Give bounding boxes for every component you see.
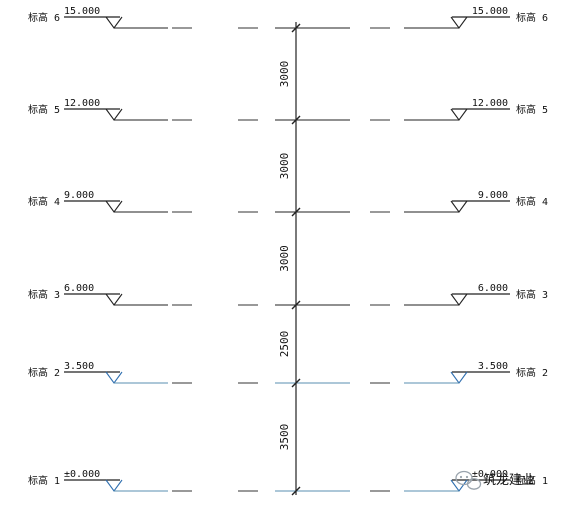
level-name-left: 标高 2 xyxy=(28,366,60,379)
elevation-label-right: 6.000 xyxy=(478,283,508,294)
level-symbol-left xyxy=(105,293,123,306)
elevation-label-right: 3.500 xyxy=(478,361,508,372)
elevation-label-left: 12.000 xyxy=(64,98,100,109)
level-name-left: 标高 5 xyxy=(28,103,60,116)
level-5: 12.000 12.000 标高 5 标高 5 xyxy=(28,98,548,121)
dimension-tick xyxy=(291,300,301,310)
elevation-label-left: 9.000 xyxy=(64,190,94,201)
level-4: 9.000 9.000 标高 4 标高 4 xyxy=(28,190,548,213)
level-name-left: 标高 1 xyxy=(28,474,60,487)
elevation-label-right: 15.000 xyxy=(472,6,508,17)
level-name-left: 标高 3 xyxy=(28,288,60,301)
level-name-right: 标高 2 xyxy=(516,366,548,379)
elevation-label-right: 9.000 xyxy=(478,190,508,201)
watermark-text: 筑龙建业 xyxy=(483,472,535,488)
level-symbol-right xyxy=(450,16,468,29)
level-name-right: 标高 3 xyxy=(516,288,548,301)
level-symbol-right xyxy=(450,479,468,492)
dimension-tick xyxy=(291,23,301,33)
level-symbol-right xyxy=(450,200,468,213)
dimension-tick xyxy=(291,207,301,217)
wechat-icon xyxy=(455,470,482,490)
level-name-right: 标高 1 xyxy=(516,474,548,487)
level-name-left: 标高 6 xyxy=(28,11,60,24)
dimension-chain: 3000 3000 3000 2500 3500 xyxy=(278,22,301,496)
dimension-label: 3500 xyxy=(278,424,291,451)
level-symbol-right xyxy=(450,371,468,384)
watermark: 筑龙建业 xyxy=(455,470,535,490)
dimension-tick xyxy=(291,378,301,388)
level-name-left: 标高 4 xyxy=(28,195,60,208)
level-symbol-left xyxy=(105,371,123,384)
level-symbol-left xyxy=(105,16,123,29)
level-symbol-right xyxy=(450,293,468,306)
dimension-label: 3000 xyxy=(278,245,291,272)
level-name-right: 标高 5 xyxy=(516,103,548,116)
elevation-label-left: ±0.000 xyxy=(64,469,100,480)
level-name-right: 标高 4 xyxy=(516,195,548,208)
dimension-tick xyxy=(291,486,301,496)
dimension-label: 2500 xyxy=(278,331,291,358)
dimension-label: 3000 xyxy=(278,61,291,88)
level-6: 15.000 15.000 标高 6 标高 6 xyxy=(28,6,548,29)
elevation-label-left: 3.500 xyxy=(64,361,94,372)
dimension-tick xyxy=(291,115,301,125)
level-1: ±0.000 ±0.000 标高 1 标高 1 xyxy=(28,469,548,492)
elevation-label-right: 12.000 xyxy=(472,98,508,109)
elevation-label-left: 6.000 xyxy=(64,283,94,294)
level-3: 6.000 6.000 标高 3 标高 3 xyxy=(28,283,548,306)
level-symbol-left xyxy=(105,108,123,121)
level-2: 3.500 3.500 标高 2 标高 2 xyxy=(28,361,548,384)
levels-layer: 15.000 15.000 标高 6 标高 6 12.000 12.000 标高 5 标高 5… xyxy=(28,6,548,492)
level-name-right: 标高 6 xyxy=(516,11,548,24)
level-symbol-left xyxy=(105,200,123,213)
level-symbol-left xyxy=(105,479,123,492)
level-symbol-right xyxy=(450,108,468,121)
elevation-label-left: 15.000 xyxy=(64,6,100,17)
dimension-label: 3000 xyxy=(278,153,291,180)
elevation-label-right: ±0.000 xyxy=(472,469,508,480)
